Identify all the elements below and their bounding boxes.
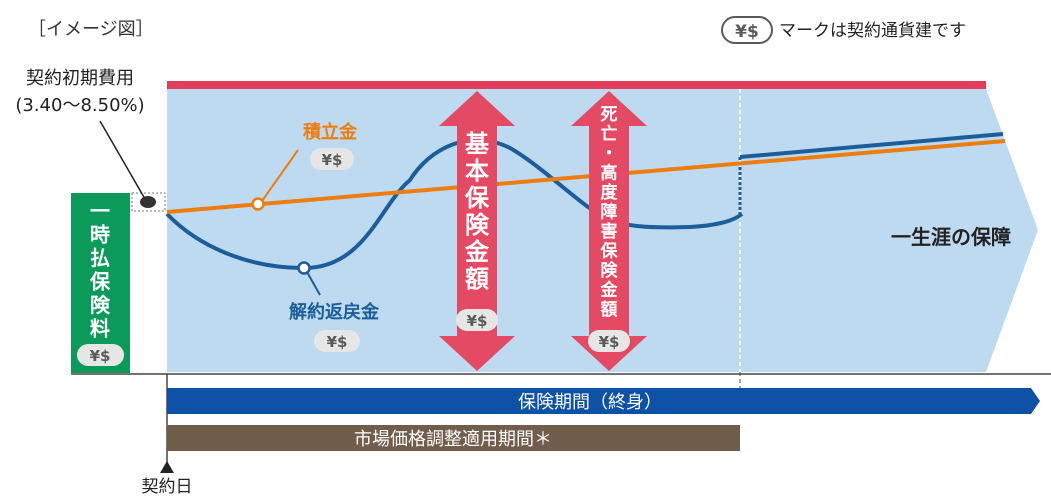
death-benefit-arrow bbox=[571, 91, 647, 371]
surrender-value-line-after bbox=[739, 132, 1004, 159]
death-benefit-label-char: 高 bbox=[601, 163, 618, 184]
accumulation-label: 積立金 bbox=[302, 121, 358, 143]
single-premium-box bbox=[71, 193, 130, 373]
death-benefit-label-char: 保 bbox=[600, 241, 619, 262]
surrender-value-marker bbox=[297, 261, 311, 275]
basic-benefit-arrow bbox=[439, 91, 515, 371]
contract-day-marker bbox=[160, 461, 174, 473]
currency-note-text: マークは契約通貨建です bbox=[779, 21, 966, 41]
death-benefit-label-char: 額 bbox=[600, 299, 618, 320]
death-benefit-label-char: 険 bbox=[601, 260, 619, 281]
death-benefit-label-char: 亡 bbox=[601, 124, 618, 145]
accumulation-currency-badge bbox=[310, 148, 354, 170]
single-premium-label-char: 一 bbox=[90, 199, 110, 223]
surrender-currency-text: ¥$ bbox=[327, 333, 348, 351]
basic-benefit-label-char: 額 bbox=[465, 265, 489, 293]
initial-cost-label: 契約初期費用 bbox=[26, 68, 134, 89]
premium-currency-badge bbox=[77, 344, 124, 366]
death-benefit-currency-badge bbox=[588, 330, 630, 352]
mva-period-bar bbox=[167, 425, 740, 451]
surrender-label: 解約返戻金 bbox=[289, 301, 380, 323]
single-premium-label-char: 時 bbox=[90, 223, 110, 247]
basic-benefit-label-char: 保 bbox=[464, 184, 490, 212]
accumulation-currency-text: ¥$ bbox=[322, 151, 343, 169]
initial-cost-marker bbox=[140, 196, 156, 208]
death-benefit-currency-text: ¥$ bbox=[599, 333, 620, 351]
lifetime-coverage-label: 一生涯の保障 bbox=[891, 225, 1011, 249]
premium-currency-text: ¥$ bbox=[90, 347, 111, 365]
accumulation-line bbox=[166, 139, 1006, 214]
accumulation-marker bbox=[251, 197, 265, 211]
single-premium-label-char: 険 bbox=[90, 293, 111, 317]
death-benefit-label-char: 金 bbox=[600, 280, 619, 301]
surrender-currency-badge bbox=[314, 330, 360, 352]
death-benefit-label-char: ・ bbox=[601, 144, 618, 164]
surrender-pointer bbox=[306, 271, 321, 296]
mva-period-label: 市場価格調整適用期間＊ bbox=[354, 429, 552, 450]
death-benefit-label-char: 害 bbox=[601, 221, 618, 242]
initial-cost-range: (3.40〜8.50%) bbox=[15, 95, 144, 116]
accumulation-pointer bbox=[261, 149, 299, 202]
death-benefit-label-char: 死 bbox=[601, 105, 618, 125]
insurance-period-label: 保険期間（終身） bbox=[518, 392, 662, 413]
basic-benefit-currency-badge bbox=[456, 309, 498, 331]
death-benefit-label-char: 障 bbox=[601, 202, 618, 223]
insurance-period-bar bbox=[167, 388, 1040, 414]
basic-benefit-label-char: 本 bbox=[465, 157, 489, 185]
image-label: ［イメージ図］ bbox=[28, 19, 154, 40]
initial-cost-pointer bbox=[99, 120, 146, 200]
currency-badge bbox=[721, 16, 773, 44]
currency-note: ¥$ マークは契約通貨建です bbox=[721, 16, 966, 44]
single-premium-label-char: 保 bbox=[89, 270, 111, 294]
single-premium-label-char: 料 bbox=[90, 317, 110, 341]
death-benefit-label-char: 度 bbox=[601, 182, 619, 203]
basic-benefit-currency-text: ¥$ bbox=[467, 312, 488, 330]
basic-benefit-label-char: 険 bbox=[465, 211, 490, 239]
single-premium-label-char: 払 bbox=[90, 246, 110, 270]
basic-benefit-label-char: 金 bbox=[464, 238, 490, 266]
contract-day-label: 契約日 bbox=[142, 477, 193, 497]
currency-badge-text: ¥$ bbox=[735, 22, 759, 42]
basic-benefit-label-char: 基 bbox=[465, 130, 490, 158]
